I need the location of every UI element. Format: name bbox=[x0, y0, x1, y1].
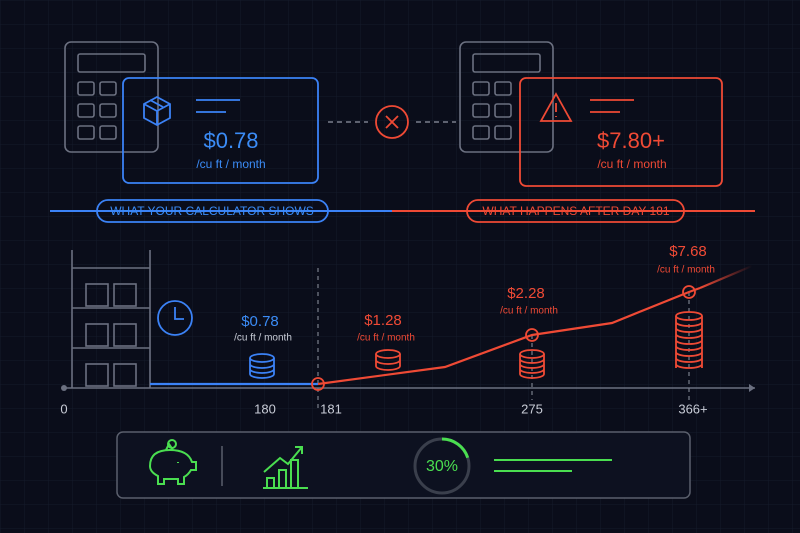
coin-stack bbox=[519, 349, 545, 379]
tick-label: 0 bbox=[60, 401, 67, 416]
coin-stack bbox=[675, 311, 703, 369]
right-card: $7.80+ /cu ft / month bbox=[519, 77, 723, 187]
tick-label: 275 bbox=[521, 401, 543, 416]
icon-part bbox=[77, 103, 95, 118]
banner: WHAT YOUR CALCULATOR SHOWS WHAT HAPPENS … bbox=[50, 199, 755, 223]
unit: /cu ft / month bbox=[234, 333, 292, 344]
timeline: 0 180 181 275 366+ $0.78 /cu ft / month … bbox=[60, 243, 755, 416]
summary-panel: 30% bbox=[116, 431, 691, 499]
icon-part bbox=[85, 323, 109, 347]
icon-part bbox=[249, 358, 275, 379]
tick-label: 181 bbox=[320, 401, 342, 416]
unit: /cu ft / month bbox=[657, 265, 715, 276]
tick-label: 180 bbox=[254, 401, 276, 416]
price: $7.68 bbox=[669, 243, 707, 260]
icon-part bbox=[385, 115, 399, 129]
icon-part bbox=[317, 286, 701, 386]
coin-stack bbox=[375, 349, 401, 371]
icon-part bbox=[441, 437, 470, 459]
icon-part bbox=[77, 81, 95, 96]
icon-part bbox=[174, 307, 184, 320]
icon-part bbox=[85, 283, 109, 307]
icon-part bbox=[77, 125, 95, 140]
icon-part bbox=[459, 41, 554, 153]
right-calculator bbox=[459, 41, 554, 153]
left-calculator bbox=[64, 41, 159, 153]
price: $1.28 bbox=[364, 312, 402, 329]
icon-part bbox=[113, 323, 137, 347]
icon-part bbox=[71, 250, 151, 388]
coin-stack bbox=[249, 353, 275, 379]
icon-part bbox=[472, 53, 541, 73]
clock bbox=[157, 300, 193, 336]
icon-part bbox=[263, 446, 308, 489]
icon-part bbox=[472, 103, 490, 118]
icon-part bbox=[99, 81, 117, 96]
icon-part bbox=[143, 95, 171, 127]
unit: /cu ft / month bbox=[597, 157, 666, 171]
icon-part bbox=[494, 81, 512, 96]
icon-part bbox=[167, 439, 177, 449]
icon-part bbox=[494, 103, 512, 118]
price: $2.28 bbox=[507, 285, 545, 302]
unit: /cu ft / month bbox=[196, 157, 265, 171]
icon-part bbox=[196, 99, 240, 113]
price: $0.78 bbox=[203, 128, 258, 153]
icon-part bbox=[525, 328, 539, 342]
connector bbox=[328, 105, 456, 139]
icon-part bbox=[699, 264, 753, 290]
icon-part bbox=[472, 125, 490, 140]
unit: /cu ft / month bbox=[357, 333, 415, 344]
icon-part bbox=[682, 285, 696, 299]
icon-part bbox=[99, 125, 117, 140]
icon-part bbox=[590, 99, 634, 113]
icon-part bbox=[99, 103, 117, 118]
icon-part bbox=[494, 125, 512, 140]
icon-part bbox=[539, 92, 573, 122]
shelf bbox=[71, 250, 151, 388]
icon-part bbox=[122, 77, 319, 184]
banner-label: WHAT YOUR CALCULATOR SHOWS bbox=[110, 204, 314, 218]
icon-part bbox=[519, 354, 545, 379]
tick-label: 366+ bbox=[678, 401, 707, 416]
icon-part bbox=[113, 283, 137, 307]
left-card: $0.78 /cu ft / month bbox=[122, 77, 319, 184]
icon-part bbox=[311, 377, 325, 391]
icon-part bbox=[494, 459, 612, 472]
icon-part bbox=[375, 105, 409, 139]
icon-part bbox=[519, 77, 723, 187]
price: $7.80+ bbox=[597, 128, 665, 153]
icon-part bbox=[466, 199, 685, 223]
icon-part bbox=[116, 431, 691, 499]
icon-part bbox=[96, 199, 329, 223]
icon-part bbox=[375, 354, 401, 371]
percent: 30% bbox=[426, 458, 458, 475]
icon-part bbox=[472, 81, 490, 96]
icon-part bbox=[85, 363, 109, 387]
icon-part bbox=[77, 53, 146, 73]
icon-part bbox=[113, 363, 137, 387]
unit: /cu ft / month bbox=[500, 306, 558, 317]
icon-part bbox=[675, 316, 703, 369]
icon-part bbox=[749, 384, 755, 392]
banner-label: WHAT HAPPENS AFTER DAY 181 bbox=[482, 204, 669, 218]
price: $0.78 bbox=[241, 313, 279, 330]
icon-part bbox=[61, 385, 67, 391]
icon-part bbox=[157, 300, 193, 336]
